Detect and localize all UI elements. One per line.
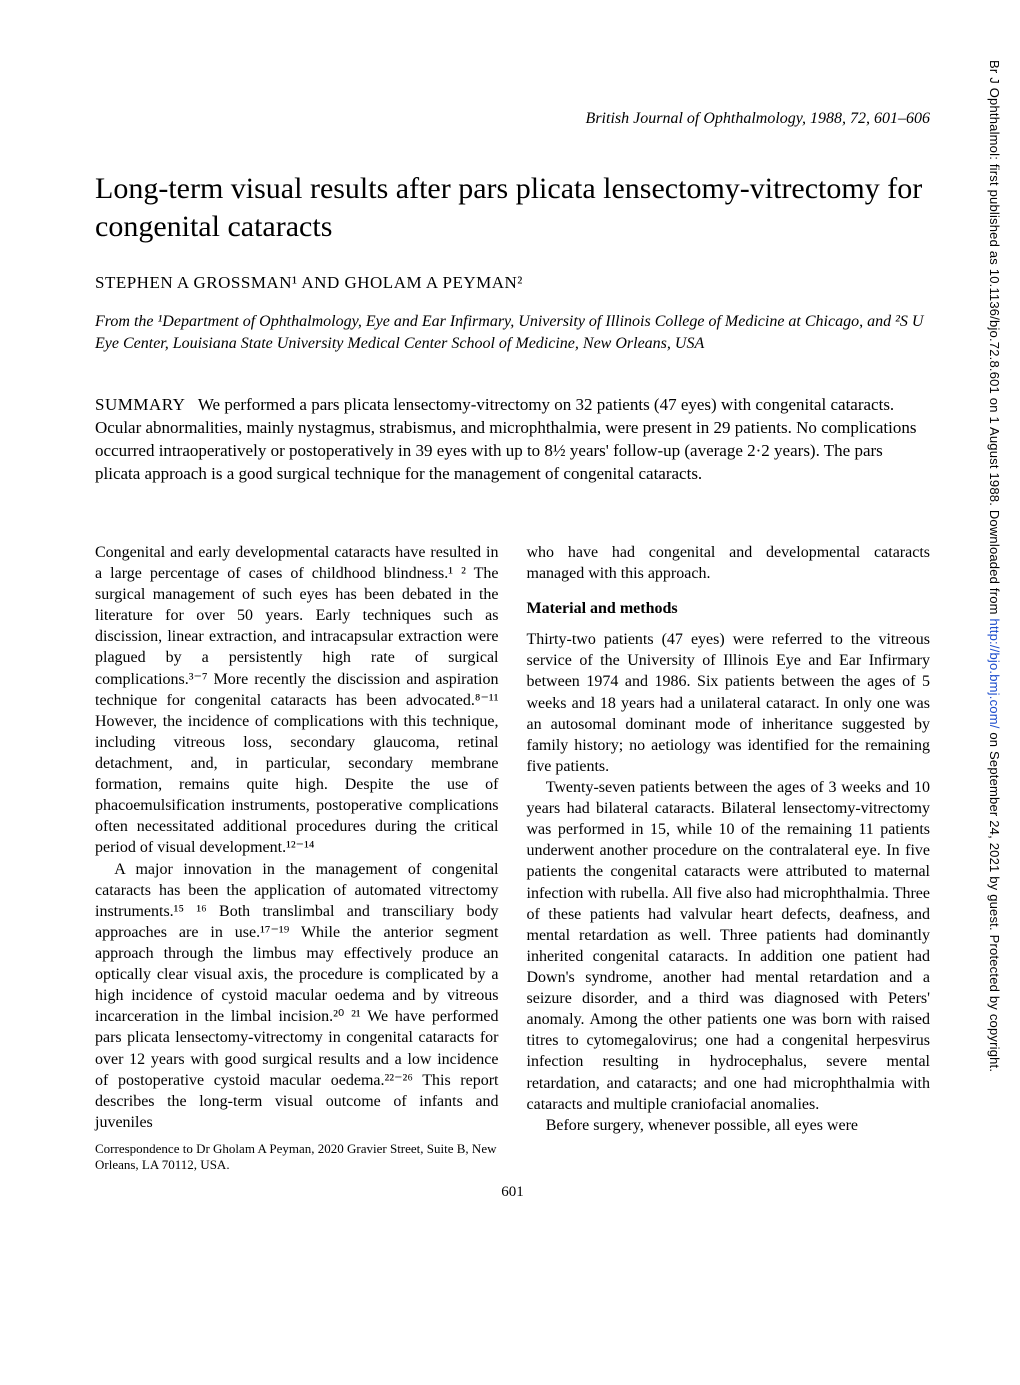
sidebar-prefix: Br J Ophthalmol: first published as 10.1… <box>987 60 1002 619</box>
summary-block: SUMMARY We performed a pars plicata lens… <box>95 394 930 486</box>
right-column: who have had congenital and developmenta… <box>527 542 931 1174</box>
right-p1: who have had congenital and developmenta… <box>527 542 931 584</box>
sidebar-link[interactable]: http://bjo.bmj.com/ <box>987 619 1002 729</box>
left-p1: Congenital and early developmental catar… <box>95 542 499 859</box>
right-p3: Twenty-seven patients between the ages o… <box>527 777 931 1115</box>
watermark-sidebar: Br J Ophthalmol: first published as 10.1… <box>982 60 1002 1340</box>
page-number: 601 <box>95 1184 930 1201</box>
journal-header: British Journal of Ophthalmology, 1988, … <box>95 110 930 128</box>
summary-label: SUMMARY <box>95 395 185 414</box>
article-title: Long-term visual results after pars plic… <box>95 170 930 245</box>
right-p4: Before surgery, whenever possible, all e… <box>527 1115 931 1136</box>
left-p2: A major innovation in the management of … <box>95 859 499 1133</box>
correspondence: Correspondence to Dr Gholam A Peyman, 20… <box>95 1141 499 1174</box>
right-p2: Thirty-two patients (47 eyes) were refer… <box>527 629 931 777</box>
left-column: Congenital and early developmental catar… <box>95 542 499 1174</box>
summary-text: We performed a pars plicata lensectomy-v… <box>95 395 917 483</box>
authors-line: STEPHEN A GROSSMAN¹ AND GHOLAM A PEYMAN² <box>95 273 930 293</box>
section-heading-methods: Material and methods <box>527 598 931 619</box>
affiliation: From the ¹Department of Ophthalmology, E… <box>95 311 930 354</box>
sidebar-suffix: on September 24, 2021 by guest. Protecte… <box>987 729 1002 1073</box>
body-columns: Congenital and early developmental catar… <box>95 542 930 1174</box>
authors-text: STEPHEN A GROSSMAN¹ AND GHOLAM A PEYMAN² <box>95 273 523 292</box>
